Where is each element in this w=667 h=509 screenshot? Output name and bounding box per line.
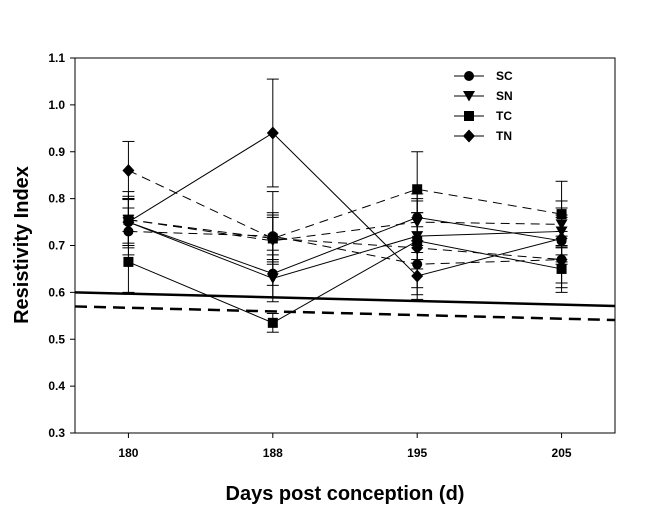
legend-item-sc: SC	[454, 69, 513, 83]
series-sc-dashed	[122, 207, 568, 289]
legend-label: TN	[496, 129, 512, 143]
reference-line-dashed	[74, 305, 616, 322]
series-layer	[122, 78, 568, 333]
series-tn-dashed	[122, 140, 568, 296]
data-point-square	[556, 209, 567, 220]
legend-item-tn: TN	[454, 129, 512, 143]
series-line	[128, 230, 562, 265]
series-line	[128, 132, 562, 277]
series-line	[128, 216, 562, 275]
data-point-diamond	[122, 215, 135, 229]
y-tick-label: 0.6	[48, 285, 65, 299]
y-axis-title: Resistivity Index	[11, 166, 33, 324]
y-tick-label: 0.3	[48, 426, 65, 440]
series-line	[128, 221, 562, 279]
data-point-diamond	[266, 126, 279, 140]
data-point-square	[123, 256, 134, 267]
data-point-square	[412, 184, 423, 195]
data-point-diamond	[555, 253, 568, 267]
y-tick-label: 0.9	[48, 145, 65, 159]
series-line	[128, 219, 562, 242]
legend-marker-circle	[464, 71, 474, 81]
legend-item-tc: TC	[454, 109, 512, 123]
y-tick-label: 0.4	[48, 379, 65, 393]
y-tick-label: 1.0	[48, 98, 65, 112]
x-axis-title: Days post conception (d)	[226, 483, 465, 505]
x-tick-label: 188	[263, 446, 283, 460]
legend-marker-diamond	[463, 129, 475, 143]
series-line	[128, 170, 562, 261]
data-point-square	[267, 317, 278, 328]
legend-label: SC	[496, 69, 513, 83]
y-tick-label: 0.8	[48, 192, 65, 206]
data-point-diamond	[122, 164, 135, 177]
reference-line-solid	[74, 291, 616, 308]
ticks-layer: 0.3 0.4 0.5 0.6 0.7 0.8 0.9 1.0 1.1 180 188 195 205	[48, 51, 572, 460]
x-tick-label: 180	[118, 446, 138, 460]
x-tick-label: 195	[407, 446, 427, 460]
data-point-diamond	[411, 241, 424, 255]
reference-lines	[74, 291, 616, 322]
legend-marker-square	[464, 111, 474, 121]
x-tick-label: 205	[552, 446, 572, 460]
legend: SC SN TC TN	[454, 69, 513, 143]
data-point-diamond	[266, 231, 279, 245]
legend-item-sn: SN	[454, 89, 513, 103]
legend-label: TC	[496, 109, 512, 123]
y-tick-label: 0.5	[48, 332, 65, 346]
y-tick-label: 0.7	[48, 239, 65, 253]
legend-label: SN	[496, 89, 513, 103]
legend-marker-triangle-down	[463, 91, 475, 102]
y-tick-label: 1.1	[48, 51, 65, 65]
series-line	[128, 240, 562, 324]
